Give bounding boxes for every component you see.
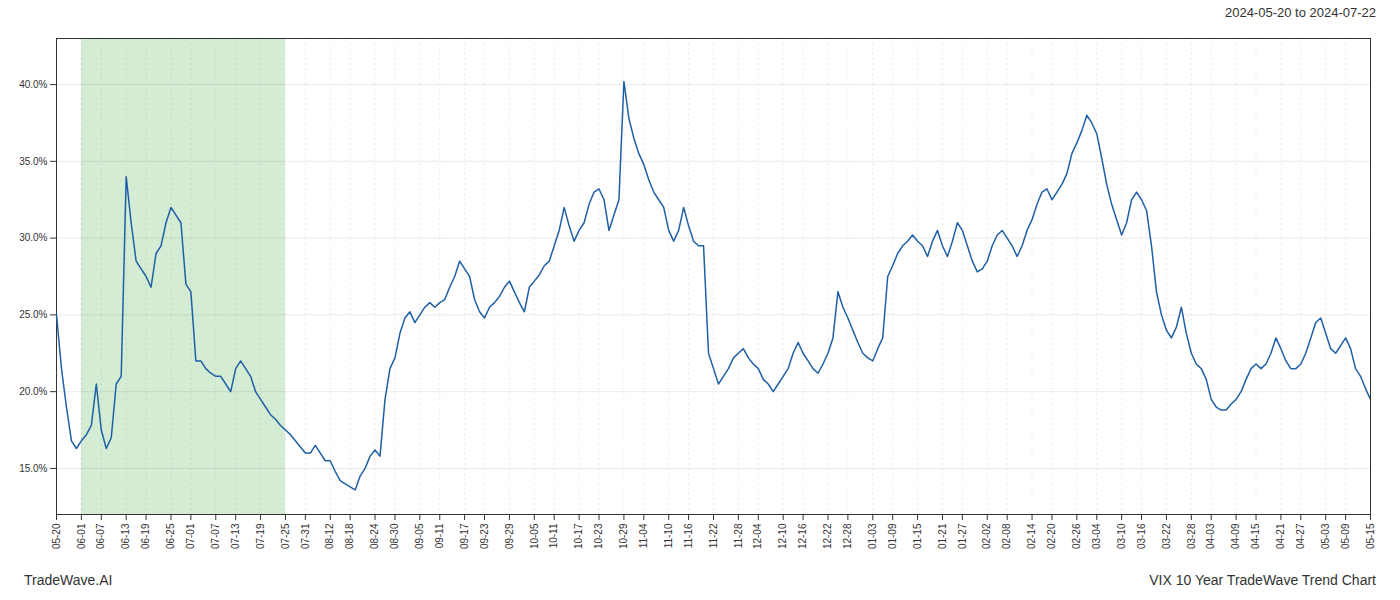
svg-text:06-07: 06-07 <box>95 523 106 549</box>
svg-text:03-28: 03-28 <box>1186 523 1197 549</box>
svg-text:11-10: 11-10 <box>663 523 674 548</box>
svg-text:10-23: 10-23 <box>593 523 604 549</box>
svg-text:09-11: 09-11 <box>434 523 445 548</box>
svg-text:04-27: 04-27 <box>1295 523 1306 549</box>
svg-text:07-13: 07-13 <box>230 523 241 549</box>
svg-text:40.0%: 40.0% <box>19 79 47 90</box>
svg-text:02-26: 02-26 <box>1071 523 1082 549</box>
svg-text:09-23: 09-23 <box>479 523 490 549</box>
svg-text:08-30: 08-30 <box>389 523 400 549</box>
svg-text:07-19: 07-19 <box>255 523 266 549</box>
svg-text:02-02: 02-02 <box>981 523 992 549</box>
svg-text:20.0%: 20.0% <box>19 386 47 397</box>
svg-text:10-29: 10-29 <box>618 523 629 549</box>
svg-text:06-13: 06-13 <box>120 523 131 549</box>
svg-text:05-15: 05-15 <box>1365 523 1376 549</box>
html-text:TradeWave.AI: TradeWave.AI <box>24 572 113 588</box>
svg-text:35.0%: 35.0% <box>19 156 47 167</box>
svg-text:07-31: 07-31 <box>300 523 311 549</box>
svg-text:10-17: 10-17 <box>573 523 584 549</box>
svg-text:25.0%: 25.0% <box>19 309 47 320</box>
svg-text:11-04: 11-04 <box>638 523 649 548</box>
svg-text:10-05: 10-05 <box>529 523 540 549</box>
svg-text:05-20: 05-20 <box>51 523 62 549</box>
svg-text:10-11: 10-11 <box>548 523 559 548</box>
svg-text:04-09: 04-09 <box>1230 523 1241 549</box>
svg-text:05-03: 05-03 <box>1320 523 1331 549</box>
svg-text:08-24: 08-24 <box>369 523 380 549</box>
svg-text:30.0%: 30.0% <box>19 232 47 243</box>
svg-text:06-01: 06-01 <box>76 523 87 549</box>
svg-text:07-01: 07-01 <box>185 523 196 549</box>
svg-text:03-16: 03-16 <box>1136 523 1147 549</box>
svg-text:12-22: 12-22 <box>822 523 833 549</box>
html-text:VIX 10 Year TradeWave Trend Ch: VIX 10 Year TradeWave Trend Chart <box>1149 572 1376 588</box>
svg-text:01-15: 01-15 <box>912 523 923 549</box>
svg-text:04-15: 04-15 <box>1250 523 1261 549</box>
svg-text:08-18: 08-18 <box>344 523 355 549</box>
svg-text:07-07: 07-07 <box>210 523 221 549</box>
svg-text:06-25: 06-25 <box>165 523 176 549</box>
svg-text:09-29: 09-29 <box>504 523 515 549</box>
svg-text:15.0%: 15.0% <box>19 463 47 474</box>
svg-text:01-09: 01-09 <box>887 523 898 549</box>
svg-text:02-14: 02-14 <box>1026 523 1037 549</box>
svg-text:12-04: 12-04 <box>752 523 763 549</box>
svg-text:01-27: 01-27 <box>957 523 968 549</box>
svg-text:04-03: 04-03 <box>1205 523 1216 549</box>
svg-text:06-19: 06-19 <box>140 523 151 549</box>
svg-text:02-20: 02-20 <box>1046 523 1057 549</box>
svg-text:05-09: 05-09 <box>1340 523 1351 549</box>
svg-text:02-08: 02-08 <box>1001 523 1012 549</box>
svg-text:03-04: 03-04 <box>1091 523 1102 549</box>
svg-text:09-05: 09-05 <box>414 523 425 549</box>
svg-text:08-12: 08-12 <box>324 523 335 549</box>
svg-text:04-21: 04-21 <box>1275 523 1286 549</box>
svg-text:07-25: 07-25 <box>280 523 291 549</box>
svg-text:12-10: 12-10 <box>777 523 788 549</box>
svg-text:03-10: 03-10 <box>1116 523 1127 549</box>
svg-text:12-28: 12-28 <box>842 523 853 549</box>
svg-text:11-16: 11-16 <box>683 523 694 548</box>
svg-text:11-22: 11-22 <box>708 523 719 548</box>
svg-text:09-17: 09-17 <box>459 523 470 549</box>
svg-text:12-16: 12-16 <box>797 523 808 549</box>
svg-text:11-28: 11-28 <box>733 523 744 548</box>
html-text:2024-05-20 to 2024-07-22: 2024-05-20 to 2024-07-22 <box>1224 4 1376 20</box>
svg-text:01-03: 01-03 <box>867 523 878 549</box>
svg-text:01-21: 01-21 <box>937 523 948 549</box>
svg-text:03-22: 03-22 <box>1161 523 1172 549</box>
